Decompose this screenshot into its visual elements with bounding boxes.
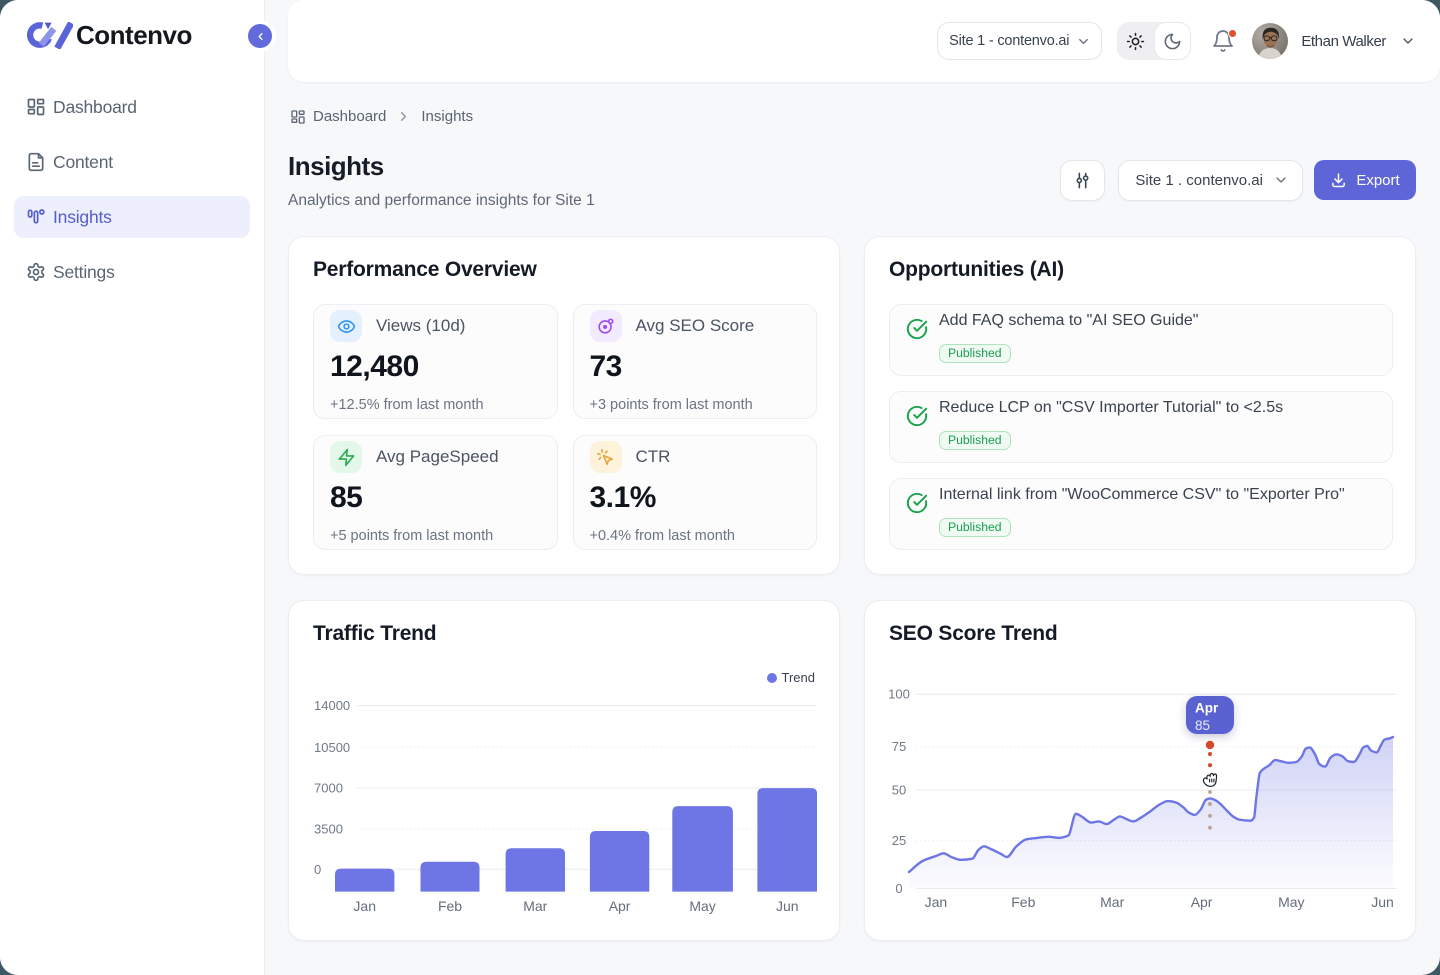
- svg-text:Mar: Mar: [1100, 894, 1124, 910]
- svg-text:Apr: Apr: [1195, 701, 1219, 716]
- svg-text:Jan: Jan: [353, 898, 376, 914]
- svg-text:3500: 3500: [314, 822, 343, 837]
- svg-text:Feb: Feb: [1011, 894, 1035, 910]
- svg-text:Jun: Jun: [1371, 894, 1394, 910]
- svg-text:100: 100: [888, 687, 910, 702]
- svg-text:May: May: [689, 898, 715, 914]
- svg-text:14000: 14000: [314, 698, 350, 713]
- svg-text:Jan: Jan: [925, 894, 948, 910]
- svg-text:75: 75: [892, 739, 906, 754]
- svg-text:May: May: [1278, 894, 1304, 910]
- svg-text:Mar: Mar: [523, 898, 547, 914]
- svg-text:Jun: Jun: [776, 898, 799, 914]
- svg-text:7000: 7000: [314, 781, 343, 796]
- svg-text:Apr: Apr: [1191, 894, 1213, 910]
- svg-text:10500: 10500: [314, 740, 350, 755]
- svg-text:Apr: Apr: [609, 898, 631, 914]
- svg-text:50: 50: [892, 783, 906, 798]
- svg-text:85: 85: [1195, 718, 1210, 733]
- svg-text:25: 25: [892, 833, 906, 848]
- svg-text:Feb: Feb: [438, 898, 462, 914]
- svg-text:0: 0: [895, 881, 902, 896]
- svg-text:0: 0: [314, 862, 321, 877]
